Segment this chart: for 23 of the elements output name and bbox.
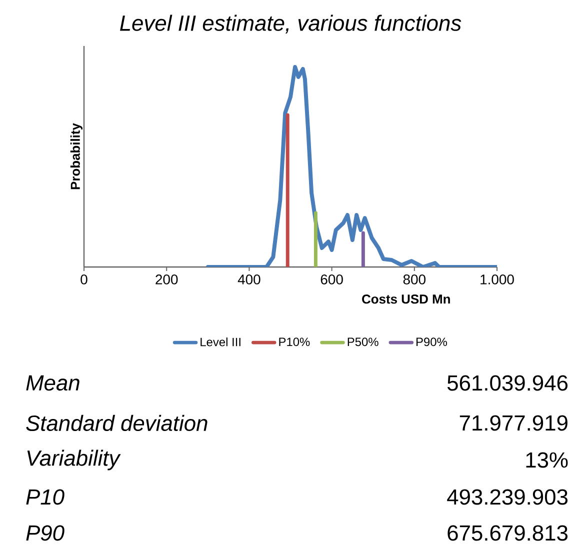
text: Variability [27,450,121,470]
chart-title: Level III estimate, various functions [120,14,462,34]
text: 561.039.946 [447,375,568,391]
y-axis-title: Probability [70,123,82,190]
text: P10 [26,489,64,505]
x-tick-label: 200 [156,274,178,284]
text: P90 [26,525,64,541]
x-tick-label: 0 [80,274,88,284]
x-tick-label: 400 [238,274,260,284]
x-tick-label: 800 [403,274,426,284]
text: 13% [526,452,568,468]
legend-label: P90% [416,338,447,346]
text: 675.679.813 [448,525,568,541]
text: Standard deviation [26,414,208,432]
x-tick-label: 1.000 [480,274,514,284]
legend-label: P10% [279,338,310,346]
legend-label: Level III [200,337,240,346]
x-tick-label: 600 [320,274,343,284]
text: 493.239.903 [447,489,568,505]
legend-label: P50% [348,338,378,346]
x-axis-title: Costs USD Mn [362,294,450,304]
text: 71.977.919 [460,415,568,431]
text: Mean [26,375,80,391]
